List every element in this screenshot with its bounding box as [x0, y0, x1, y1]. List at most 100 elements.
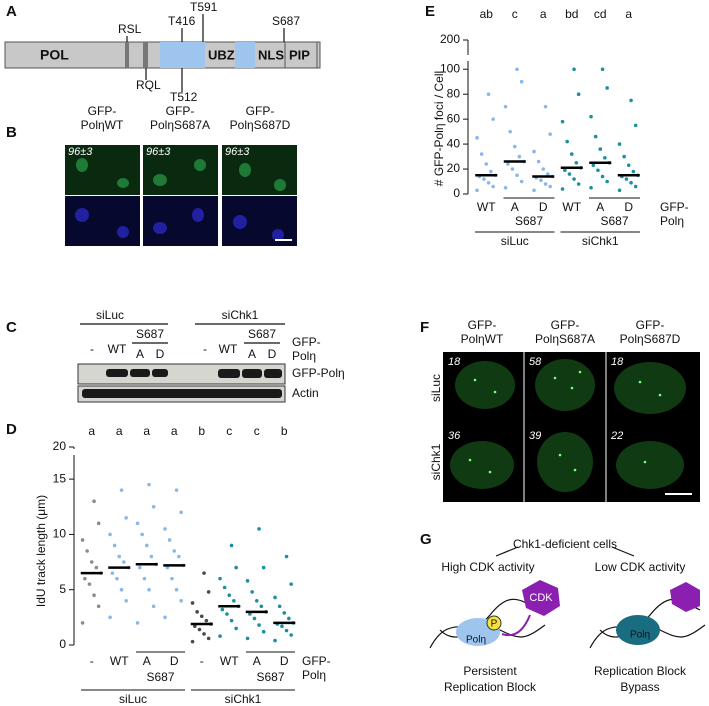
motif [125, 42, 129, 68]
y-axis-label: IdU track length (μm) [34, 495, 48, 607]
data-point [94, 565, 99, 570]
data-point [515, 173, 519, 178]
data-point [227, 593, 232, 598]
data-point [257, 527, 261, 531]
subgroup-label: S687 [600, 214, 628, 228]
subgroup-label: S687 [146, 670, 174, 684]
data-point [289, 582, 293, 586]
data-point [560, 119, 565, 124]
image-value: 18 [448, 356, 461, 368]
data-point [548, 184, 552, 189]
data-point [622, 154, 626, 159]
panel-f: F GFP- PolηWT GFP- PolηS687A GFP- PolηS6… [420, 318, 700, 502]
data-point [517, 154, 522, 159]
data-point [232, 598, 236, 603]
significance-label: a [171, 424, 178, 438]
data-point [280, 624, 284, 628]
panel-g: G Chk1-deficient cells High CDK activity… [420, 531, 706, 694]
data-point [245, 579, 250, 583]
data-point [541, 167, 546, 171]
data-point [629, 98, 633, 103]
x-tick-label: D [280, 654, 289, 668]
y-tick-label: 60 [447, 111, 461, 125]
motif [143, 42, 148, 68]
legend-label: GFP- [302, 654, 331, 668]
x-tick-label: A [253, 654, 261, 668]
data-point [179, 510, 183, 515]
data-point [603, 156, 607, 160]
caption: Replication Block [444, 680, 537, 694]
column-title: GFP- [88, 104, 117, 118]
data-point [284, 628, 289, 633]
group-label: siChk1 [225, 692, 262, 706]
data-point [151, 604, 156, 609]
band [106, 369, 128, 377]
lane-label: - [90, 342, 94, 356]
data-point [617, 142, 622, 146]
column-title: GFP- [166, 104, 195, 118]
data-point [576, 92, 581, 96]
y-tick-label: 80 [447, 86, 461, 100]
panel-letter: C [6, 319, 17, 336]
x-tick-label: WT [562, 200, 581, 214]
data-point [486, 92, 491, 96]
caption: Bypass [620, 680, 659, 694]
data-point [119, 488, 124, 492]
nucleus [614, 362, 686, 414]
data-point [122, 560, 126, 564]
data-point [119, 587, 124, 592]
data-point [289, 633, 293, 637]
data-point [252, 616, 257, 621]
nucleus [75, 208, 89, 222]
group-label: siChk1 [582, 234, 619, 248]
data-point [135, 621, 140, 625]
y-tick-label: 15 [53, 471, 67, 485]
nucleus [616, 441, 684, 489]
data-point [108, 615, 112, 620]
poleta [616, 615, 660, 645]
data-point [96, 521, 101, 526]
data-point [277, 604, 282, 609]
x-tick-label: D [624, 200, 633, 214]
nucleus [535, 359, 595, 411]
site-label: RQL [136, 78, 161, 92]
data-point [536, 159, 541, 164]
data-point [138, 565, 142, 570]
data-point [190, 601, 195, 605]
data-point [144, 543, 149, 548]
band [130, 369, 150, 377]
data-point [598, 147, 603, 151]
data-point [245, 636, 250, 641]
data-point [284, 554, 289, 559]
cell [194, 159, 206, 171]
data-point [600, 174, 605, 179]
kinase-label: CDK [529, 592, 553, 604]
site-label: RSL [118, 22, 142, 36]
panel-a: A POL UBZ NLS PIP RSL T416 T591 S687 RQL… [4, 0, 321, 104]
significance-label: c [254, 424, 260, 438]
protein-label: Polη [630, 630, 650, 641]
data-point [89, 560, 94, 564]
focus [658, 393, 662, 397]
data-point [491, 117, 495, 121]
data-point [572, 177, 576, 181]
data-point [204, 618, 209, 623]
data-point [163, 527, 167, 531]
lane-label: A [136, 347, 144, 361]
data-point [199, 614, 204, 619]
image-column: GFP- PolηS687A 96±3 [143, 104, 218, 246]
data-point [282, 611, 287, 615]
focus [468, 458, 472, 462]
x-tick-label: A [143, 654, 151, 668]
data-point [287, 616, 291, 621]
focus [553, 376, 557, 380]
row-label: Actin [292, 386, 319, 400]
data-point [508, 129, 512, 134]
data-point [149, 554, 154, 559]
data-point [87, 582, 92, 586]
data-point [206, 590, 211, 594]
data-point [605, 179, 609, 184]
legend-label: Polη [292, 349, 316, 363]
image-value: 39 [529, 430, 541, 442]
data-point [576, 182, 581, 186]
